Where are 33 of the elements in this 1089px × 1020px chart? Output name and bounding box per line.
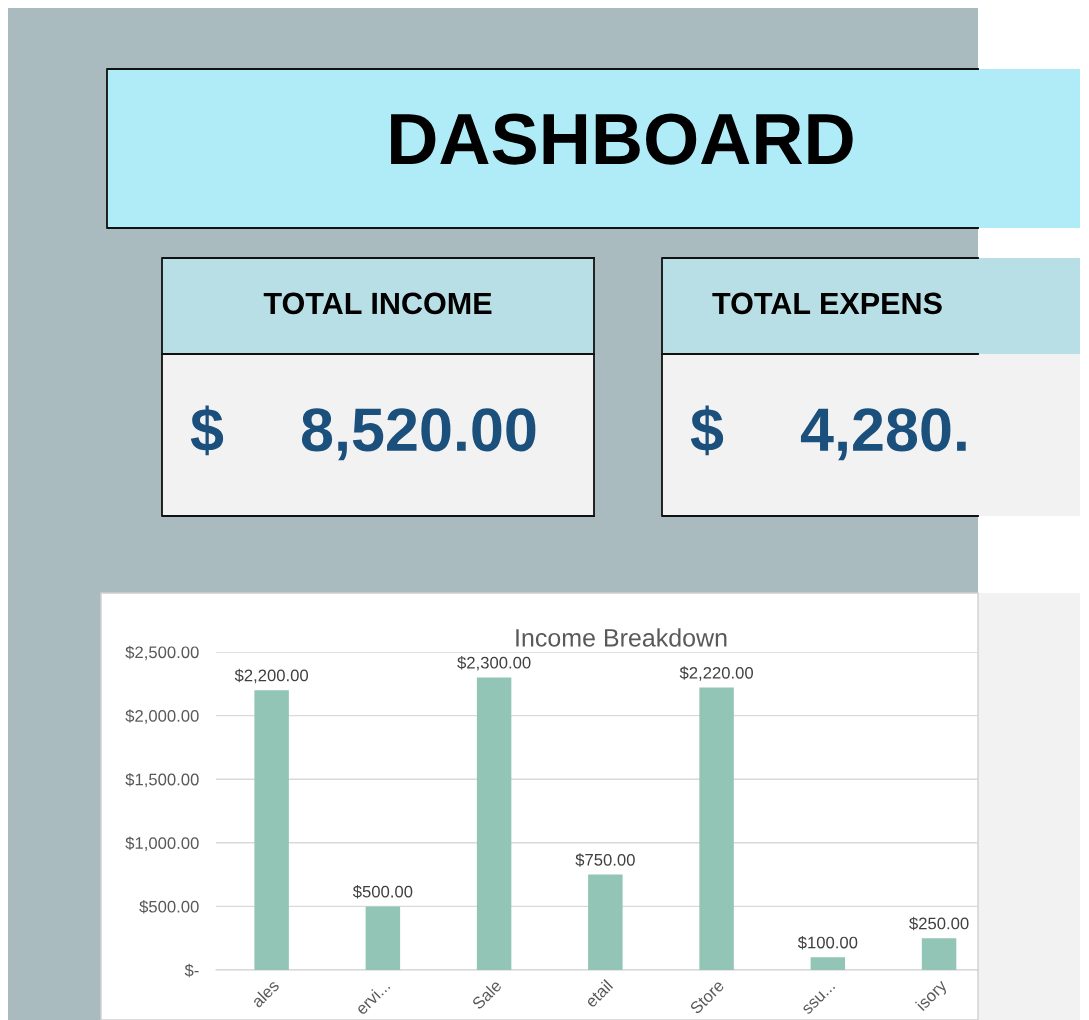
bar <box>921 938 957 970</box>
data-label: $100.00 <box>797 935 858 950</box>
data-label: $500.00 <box>352 885 413 899</box>
text: $ <box>190 405 224 456</box>
bar <box>699 687 734 970</box>
bar <box>810 957 846 970</box>
y-tick-label: $- <box>184 963 199 978</box>
y-tick-label: $500.00 <box>139 900 199 914</box>
text: $ <box>690 405 724 456</box>
bar <box>588 874 623 970</box>
text: TOTAL EXPENS <box>712 292 942 315</box>
data-label: $2,220.00 <box>679 666 754 681</box>
text: TOTAL INCOME <box>263 292 492 315</box>
bar <box>254 690 289 970</box>
y-tick-label: $2,500.00 <box>125 645 199 661</box>
data-label: $750.00 <box>575 853 635 867</box>
bar <box>476 677 512 970</box>
x-tick-label: ales <box>250 978 280 1009</box>
chart-title: Income Breakdown <box>516 628 727 647</box>
x-tick-label: etail <box>584 979 614 1009</box>
data-label: $2,300.00 <box>457 656 531 671</box>
text: 4,280. <box>800 408 966 461</box>
data-label: $250.00 <box>909 916 969 931</box>
bar <box>365 906 401 970</box>
text: 8,520.00 <box>301 408 536 461</box>
y-tick-label: $2,000.00 <box>125 709 199 724</box>
text: DASHBOARD <box>391 113 853 165</box>
data-label: $2,200.00 <box>234 668 309 684</box>
y-tick-label: $1,000.00 <box>125 836 199 851</box>
y-tick-label: $1,500.00 <box>125 772 199 788</box>
x-tick-label: ssu... <box>802 981 836 1015</box>
x-tick-label: ervi... <box>354 979 391 1016</box>
x-tick-label: Sale <box>471 978 503 1011</box>
